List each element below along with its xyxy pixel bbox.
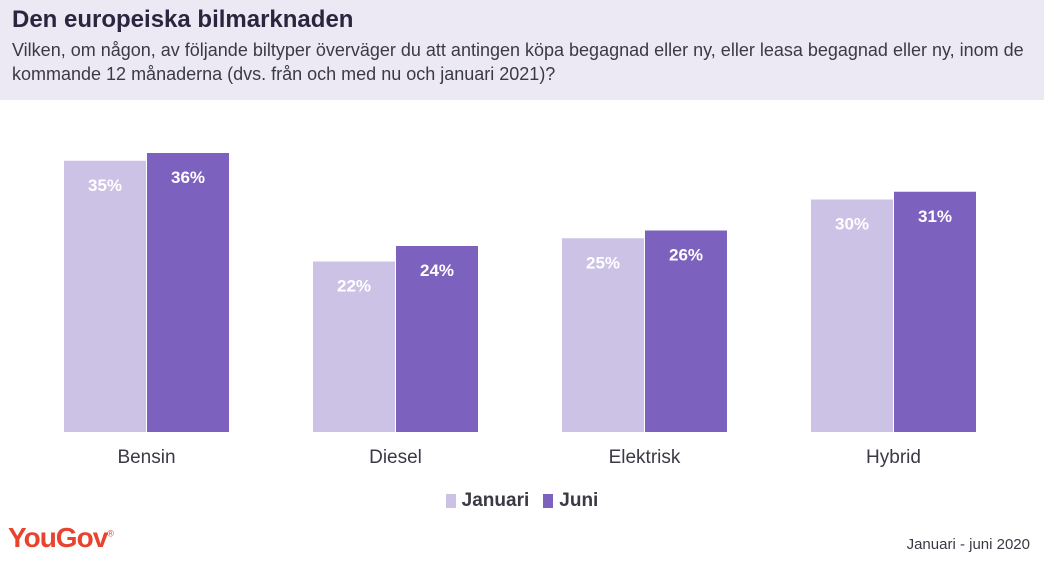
bar-bensin-juni (147, 153, 229, 432)
data-label-elektrisk-juni: 26% (669, 246, 703, 265)
legend-swatch-juni (543, 494, 554, 508)
category-label-bensin: Bensin (117, 447, 175, 468)
bar-elektrisk-juni (645, 230, 727, 432)
yougov-logo-mark: ® (107, 528, 114, 539)
bar-diesel-juni (396, 246, 478, 432)
legend-item-juni: Juni (543, 490, 598, 512)
data-label-diesel-juni: 24% (420, 261, 454, 280)
date-footnote: Januari - juni 2020 (906, 536, 1030, 553)
category-label-diesel: Diesel (369, 447, 422, 468)
data-label-bensin-januari: 35% (88, 176, 122, 195)
legend: Januari Juni (0, 486, 1044, 516)
bar-bensin-januari (64, 160, 146, 432)
legend-label-juni: Juni (559, 490, 599, 511)
data-label-bensin-juni: 36% (171, 168, 205, 187)
data-label-hybrid-juni: 31% (918, 207, 952, 226)
bar-diesel-januari (313, 261, 395, 432)
chart-subtitle: Vilken, om någon, av följande biltyper ö… (12, 40, 1024, 84)
bar-chart: 35% 36% Bensin 22% 24% Diesel 25% 26% Elektrisk 3… (64, 153, 976, 468)
yougov-logo: YouGov® (8, 522, 114, 554)
legend-label-januari: Januari (461, 490, 530, 511)
chart-title: Den europeiska bilmarknaden (12, 6, 354, 33)
category-label-hybrid: Hybrid (866, 447, 921, 468)
bar-elektrisk-januari (562, 238, 644, 432)
legend-item-januari: Januari (445, 490, 530, 512)
legend-swatch-januari (445, 494, 456, 508)
data-label-diesel-januari: 22% (337, 277, 371, 296)
data-label-elektrisk-januari: 25% (586, 253, 620, 272)
bar-hybrid-januari (811, 199, 893, 432)
category-label-elektrisk: Elektrisk (609, 447, 681, 468)
header-band: Den europeiska bilmarknaden Vilken, om n… (0, 0, 1044, 100)
yougov-logo-text: YouGov (8, 522, 108, 553)
data-label-hybrid-januari: 30% (835, 215, 869, 234)
bar-hybrid-juni (894, 191, 976, 432)
